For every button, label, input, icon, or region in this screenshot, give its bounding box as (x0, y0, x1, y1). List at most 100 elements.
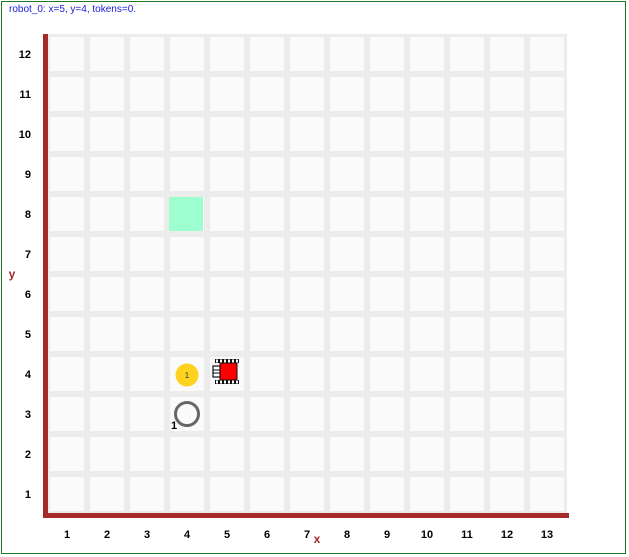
grid-cell[interactable] (50, 37, 84, 71)
grid-cell[interactable] (330, 437, 364, 471)
grid-cell[interactable] (50, 77, 84, 111)
grid-cell[interactable] (170, 437, 204, 471)
grid-cell[interactable] (90, 477, 124, 511)
grid-cell[interactable] (450, 397, 484, 431)
grid-cell[interactable] (250, 117, 284, 151)
grid-cell[interactable] (130, 437, 164, 471)
grid-cell[interactable] (170, 157, 204, 191)
grid-cell[interactable] (530, 357, 564, 391)
grid-cell[interactable] (330, 117, 364, 151)
grid-cell[interactable] (450, 357, 484, 391)
grid-cell[interactable] (450, 157, 484, 191)
grid-cell[interactable] (450, 317, 484, 351)
grid-cell[interactable] (370, 477, 404, 511)
grid-cell[interactable] (330, 317, 364, 351)
grid-cell[interactable] (530, 477, 564, 511)
grid-cell[interactable] (410, 157, 444, 191)
grid-cell[interactable] (210, 397, 244, 431)
grid-cell[interactable] (210, 437, 244, 471)
grid-cell[interactable] (490, 117, 524, 151)
grid-cell[interactable] (130, 317, 164, 351)
ring-icon[interactable]: 1 (171, 401, 200, 433)
grid-cell[interactable] (130, 277, 164, 311)
grid-cell[interactable] (490, 157, 524, 191)
grid-cell[interactable] (290, 77, 324, 111)
grid-cell[interactable] (530, 437, 564, 471)
grid-cell[interactable] (210, 197, 244, 231)
grid-cell[interactable] (90, 37, 124, 71)
grid-cell[interactable] (370, 277, 404, 311)
grid-cell[interactable] (250, 437, 284, 471)
grid-cell[interactable] (490, 237, 524, 271)
robot-icon[interactable] (212, 359, 239, 384)
grid-cell[interactable] (250, 197, 284, 231)
grid-cell[interactable] (530, 237, 564, 271)
grid-cell[interactable] (490, 397, 524, 431)
grid-cell[interactable] (410, 437, 444, 471)
grid-cell[interactable] (50, 237, 84, 271)
grid-cell[interactable] (450, 277, 484, 311)
grid-cell[interactable] (490, 477, 524, 511)
grid-cell[interactable] (530, 277, 564, 311)
grid-cell[interactable] (170, 477, 204, 511)
grid-cell[interactable] (130, 477, 164, 511)
grid-cell[interactable] (250, 317, 284, 351)
grid-cell[interactable] (130, 77, 164, 111)
grid-cell[interactable] (50, 477, 84, 511)
grid-cell[interactable] (370, 317, 404, 351)
grid-cell[interactable] (50, 357, 84, 391)
grid-cell[interactable] (250, 77, 284, 111)
grid-cell[interactable] (90, 317, 124, 351)
grid-cell[interactable] (250, 237, 284, 271)
grid-cell[interactable] (450, 37, 484, 71)
grid-cell[interactable] (50, 197, 84, 231)
grid-cell[interactable] (330, 157, 364, 191)
grid-cell[interactable] (90, 197, 124, 231)
grid-cell[interactable] (290, 277, 324, 311)
grid-cell[interactable] (170, 77, 204, 111)
grid-cell[interactable] (290, 437, 324, 471)
grid-cell[interactable] (450, 437, 484, 471)
grid-cell[interactable] (410, 77, 444, 111)
grid-cell[interactable] (50, 397, 84, 431)
grid-cell[interactable] (330, 477, 364, 511)
grid-cell[interactable] (90, 277, 124, 311)
grid-cell[interactable] (250, 37, 284, 71)
grid-cell[interactable] (410, 197, 444, 231)
grid-cell[interactable] (410, 277, 444, 311)
grid-cell[interactable] (490, 197, 524, 231)
grid-cell[interactable] (370, 37, 404, 71)
grid-cell[interactable] (210, 37, 244, 71)
grid-cell[interactable] (90, 237, 124, 271)
grid-cell[interactable] (530, 397, 564, 431)
grid-cell[interactable] (370, 117, 404, 151)
grid-cell[interactable] (250, 357, 284, 391)
grid-cell[interactable] (530, 157, 564, 191)
grid-cell[interactable] (450, 77, 484, 111)
grid-cell[interactable] (450, 117, 484, 151)
grid-cell[interactable] (130, 237, 164, 271)
grid-cell[interactable] (330, 237, 364, 271)
grid-cell[interactable] (130, 357, 164, 391)
grid-cell[interactable] (530, 37, 564, 71)
grid-cell[interactable] (250, 397, 284, 431)
grid-cell[interactable] (50, 437, 84, 471)
grid-cell[interactable] (210, 77, 244, 111)
grid-cell[interactable] (290, 117, 324, 151)
grid-cell[interactable] (410, 477, 444, 511)
grid-cell[interactable] (370, 157, 404, 191)
grid-cell[interactable] (90, 117, 124, 151)
grid-cell[interactable] (290, 37, 324, 71)
goal-tile[interactable] (169, 197, 203, 231)
grid-cell[interactable] (330, 357, 364, 391)
grid-cell[interactable] (370, 357, 404, 391)
grid-cell[interactable] (170, 317, 204, 351)
grid-cell[interactable] (50, 317, 84, 351)
grid-cell[interactable] (90, 357, 124, 391)
grid-cell[interactable] (290, 157, 324, 191)
grid-cell[interactable] (530, 317, 564, 351)
grid-cell[interactable] (370, 437, 404, 471)
grid-cell[interactable] (130, 197, 164, 231)
grid-cell[interactable] (170, 277, 204, 311)
grid-cell[interactable] (50, 117, 84, 151)
